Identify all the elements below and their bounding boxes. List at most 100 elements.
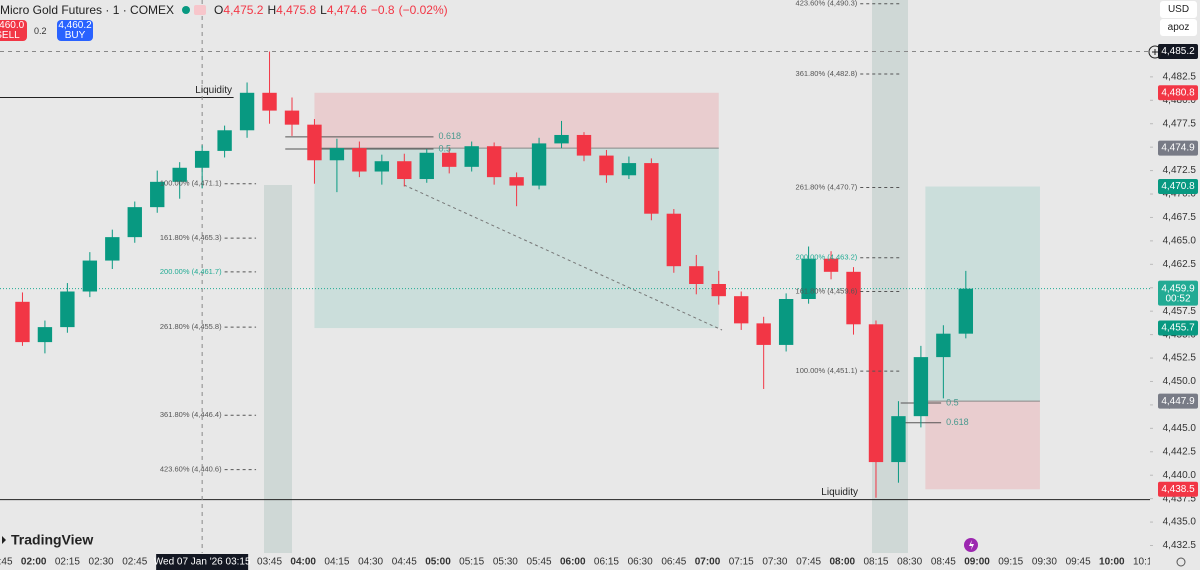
header: Micro Gold Futures · 1 · COMEX O4,475.2 H… bbox=[0, 3, 448, 17]
candle-body bbox=[531, 143, 547, 186]
target-badge bbox=[1158, 179, 1198, 195]
x-tick-label: 02:45 bbox=[122, 557, 147, 568]
symbol: Micro Gold Futures · 1 · COMEX bbox=[0, 3, 175, 17]
stop-badge-label: 4,480.8 bbox=[1161, 87, 1195, 98]
y-tick-label: 4,465.0 bbox=[1163, 236, 1197, 247]
x-tick-label: 05:00 bbox=[425, 557, 451, 568]
x-tick-label: 05:15 bbox=[459, 557, 484, 568]
candle-body bbox=[823, 258, 839, 272]
last-price-badge bbox=[1158, 280, 1198, 306]
y-tick-label: 4,467.5 bbox=[1163, 212, 1197, 223]
session-icon bbox=[194, 5, 207, 15]
entry-badge-label: 4,447.9 bbox=[1161, 396, 1195, 407]
y-tick-label: 4,482.5 bbox=[1163, 71, 1197, 82]
y-tick-label: 4,472.5 bbox=[1163, 165, 1197, 176]
ratio-label: 0.618 bbox=[946, 417, 969, 427]
entry-badge bbox=[1158, 393, 1198, 409]
fib-label: 161.80% (4,465.3) bbox=[160, 233, 222, 242]
add-alert-icon[interactable] bbox=[1148, 45, 1162, 59]
x-tick-label: 06:00 bbox=[560, 557, 586, 568]
logo-icon bbox=[2, 536, 6, 544]
candle-body bbox=[846, 271, 861, 325]
x-tick-label: 05:30 bbox=[493, 557, 518, 568]
fib-time-zone bbox=[872, 0, 908, 553]
x-tick-label: 04:15 bbox=[324, 557, 349, 568]
add-alert-icon bbox=[1152, 49, 1158, 55]
x-tick-label: 08:45 bbox=[931, 557, 956, 568]
x-tick-label: 10:15 bbox=[1133, 557, 1158, 568]
y-tick-label: 4,480.0 bbox=[1163, 95, 1197, 106]
trend-line bbox=[403, 184, 723, 331]
candle-body bbox=[239, 92, 255, 131]
y-tick-label: 4,440.0 bbox=[1163, 470, 1197, 481]
candle-body bbox=[599, 155, 614, 176]
liquidity-label: Liquidity bbox=[195, 85, 232, 96]
x-tick-label: 03:45 bbox=[257, 557, 282, 568]
x-tick-label: 07:15 bbox=[729, 557, 754, 568]
stop-zone bbox=[314, 92, 719, 149]
candle-body bbox=[419, 152, 434, 180]
spread: 0.2 bbox=[34, 26, 47, 36]
fib-label: 423.60% (4,490.3) bbox=[796, 0, 858, 8]
candle-body bbox=[913, 357, 929, 417]
candle-body bbox=[37, 327, 53, 343]
candle-body bbox=[509, 177, 524, 186]
candle-body bbox=[150, 181, 165, 208]
x-tick-label: 09:30 bbox=[1032, 557, 1057, 568]
candle-body bbox=[82, 260, 98, 292]
candle-body bbox=[958, 288, 974, 334]
stop-badge bbox=[1158, 481, 1198, 497]
candle-body bbox=[486, 146, 502, 178]
ohlc-name: H bbox=[267, 3, 277, 17]
target-badge bbox=[1158, 320, 1198, 336]
candle-body bbox=[442, 152, 457, 167]
sell-button[interactable]: 4,460.0 SELL bbox=[0, 20, 27, 41]
y-tick-label: 4,452.5 bbox=[1163, 353, 1197, 364]
candle-body bbox=[329, 148, 345, 161]
fib-time-zone bbox=[264, 185, 292, 553]
x-tick-label: 02:00 bbox=[21, 557, 47, 568]
currency[interactable]: USD bbox=[1160, 1, 1197, 18]
watermark: TradingView bbox=[11, 532, 93, 548]
candle-body bbox=[891, 416, 906, 463]
ratio-label: 0.618 bbox=[438, 131, 461, 141]
stop-badge bbox=[1158, 85, 1198, 101]
crosshair-time-label: Wed 07 Jan '26 03:15 bbox=[154, 557, 251, 568]
ohlc-value: 4,474.6 bbox=[326, 3, 367, 17]
tool-labels: 100.00% (4,471.1) 161.80% (4,465.3) 200.00… bbox=[160, 0, 969, 498]
fib-label: 100.00% (4,471.1) bbox=[160, 179, 222, 188]
account[interactable]: apoz bbox=[1160, 19, 1197, 36]
sell-price: 4,460.0 bbox=[0, 20, 25, 31]
crosshair-price-label: 4,485.2 bbox=[1161, 46, 1195, 57]
candle-body bbox=[217, 130, 232, 151]
candle-body bbox=[554, 134, 569, 144]
settings-icon[interactable] bbox=[1176, 557, 1186, 567]
candle-body bbox=[352, 148, 367, 172]
candle-body bbox=[576, 134, 592, 156]
liquidity-label: Liquidity bbox=[821, 487, 858, 498]
event-icon bbox=[969, 540, 974, 550]
ohlc-name: O bbox=[214, 3, 224, 17]
fib-label: 361.80% (4,446.4) bbox=[160, 410, 222, 419]
x-tick-label: 08:15 bbox=[863, 557, 888, 568]
candle-body bbox=[397, 161, 412, 180]
change: −0.8 bbox=[370, 3, 395, 17]
candle-body bbox=[127, 207, 142, 238]
ratio-label: 0.5 bbox=[946, 397, 959, 407]
candle-body bbox=[464, 146, 479, 167]
fib-label: 100.00% (4,451.1) bbox=[796, 366, 858, 375]
buy-button[interactable]: 4,460.2 BUY bbox=[57, 20, 93, 41]
candle-body bbox=[666, 213, 682, 267]
stop-zone bbox=[925, 401, 1040, 490]
bar-countdown: 00:52 bbox=[1165, 293, 1190, 304]
fib-label: 200.00% (4,463.2) bbox=[796, 253, 858, 262]
ohlc: O4,475.2 H4,475.8 L4,474.6 bbox=[214, 3, 367, 17]
ratio-label: 0.5 bbox=[438, 143, 451, 153]
target-badge-label: 4,455.7 bbox=[1161, 323, 1195, 334]
x-tick-label: 09:45 bbox=[1066, 557, 1091, 568]
candle-body bbox=[778, 298, 794, 345]
change-pct: (−0.02%) bbox=[398, 3, 448, 17]
y-tick-label: 4,437.5 bbox=[1163, 493, 1197, 504]
